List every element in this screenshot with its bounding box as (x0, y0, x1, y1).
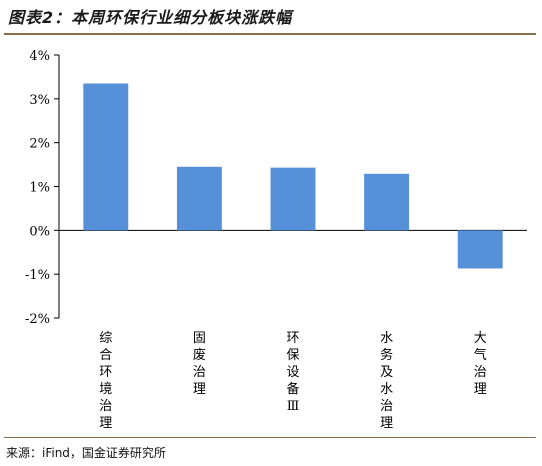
y-tick-label: 1% (29, 181, 50, 196)
y-tick-label: 2% (29, 137, 50, 152)
figure-title: 图表2：本周环保行业细分板块涨跌幅 (8, 8, 293, 27)
y-tick-label: 4% (29, 49, 50, 64)
title-rule (4, 33, 536, 35)
bar-chart: 4% 3% 2% 1% 0% -1% -2% 综合环境治理 固废治理 环保设备 Ⅲ 水务及水治理 大气… (25, 49, 527, 431)
x-tick-label: 固废治理 (193, 331, 206, 397)
bar-4 (364, 173, 410, 231)
bars (83, 83, 503, 269)
x-tick-label: 环保设备 Ⅲ (286, 331, 299, 414)
y-tick-label: 0% (29, 224, 50, 239)
bar-1 (83, 83, 129, 231)
source-rule (4, 437, 536, 438)
bar-5 (457, 230, 503, 269)
x-tick-label: 水务及水治理 (380, 331, 393, 431)
bar-3 (270, 167, 316, 231)
bar-2 (176, 166, 222, 231)
x-tick-label: 综合环境治理 (99, 331, 112, 431)
y-tick-label: -2% (25, 312, 50, 327)
source-note: 来源：iFind，国金证券研究所 (6, 446, 166, 460)
x-tick-label: 大气治理 (474, 331, 487, 397)
y-tick-label: -1% (25, 268, 50, 283)
y-tick-label: 3% (29, 93, 50, 108)
x-axis-labels: 综合环境治理 固废治理 环保设备 Ⅲ 水务及水治理 大气治理 (99, 331, 486, 431)
